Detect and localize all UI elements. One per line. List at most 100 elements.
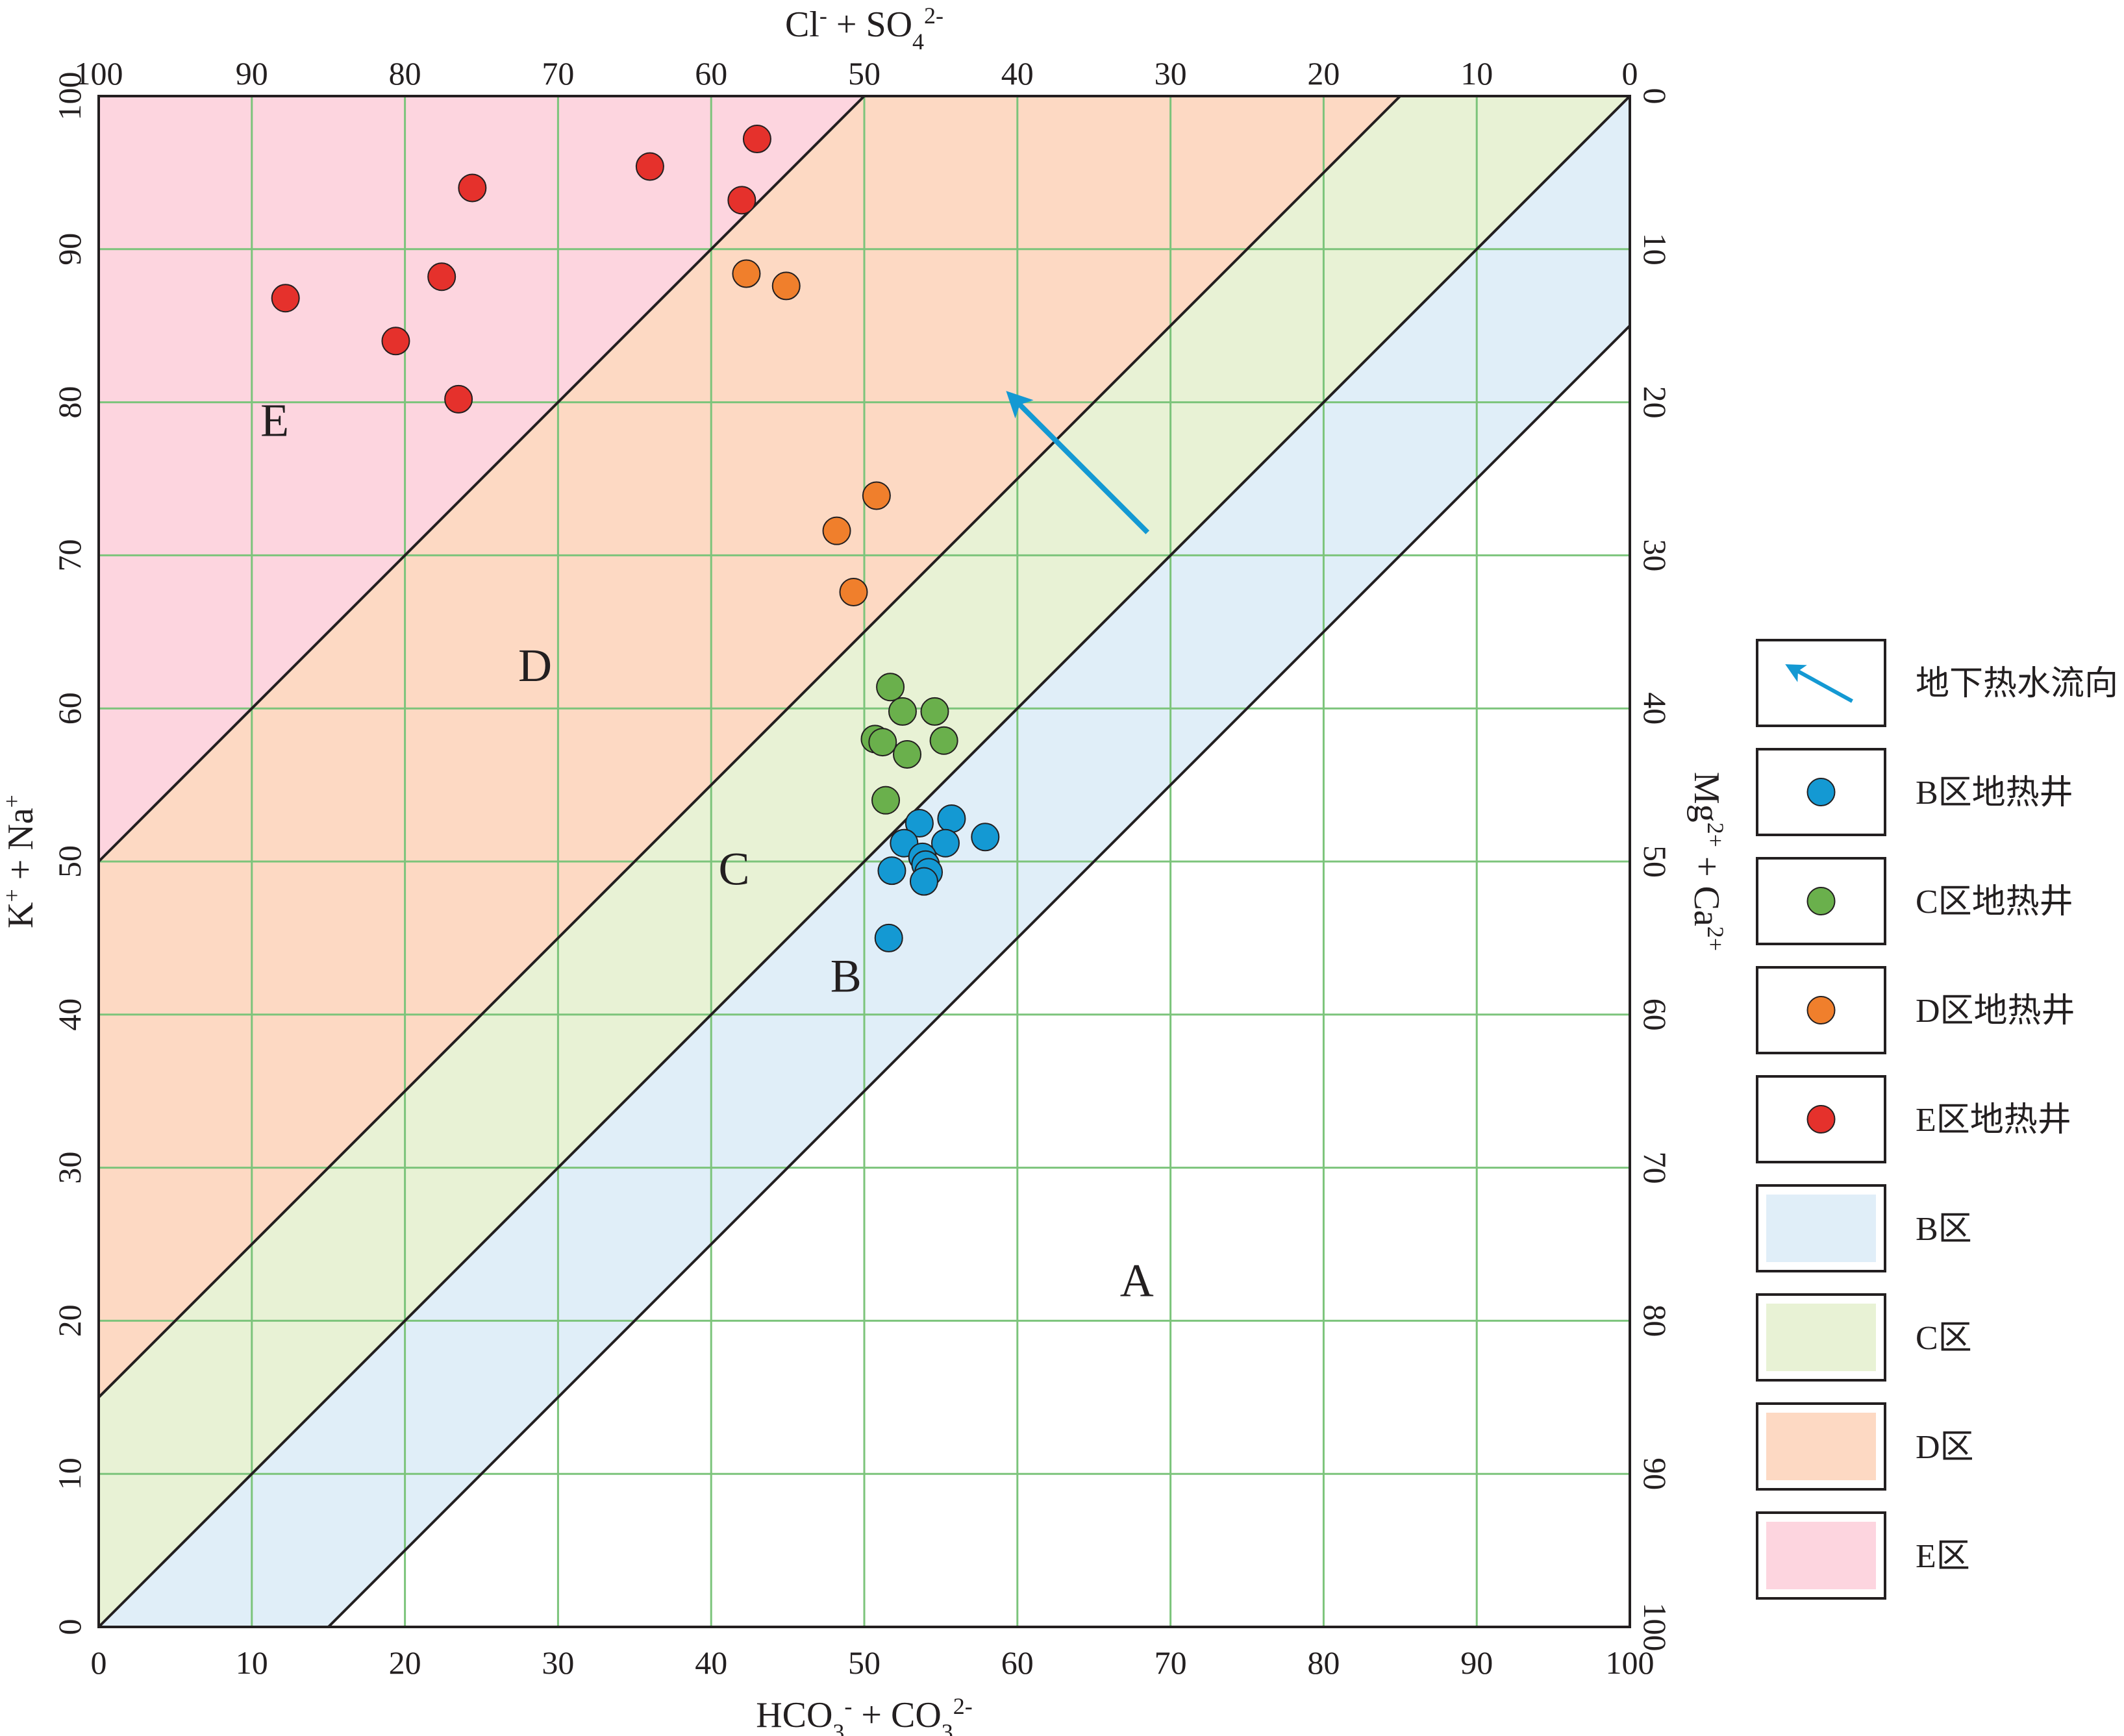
y-tick-label: 40 <box>51 998 88 1031</box>
legend-marker <box>1806 887 1836 915</box>
right-tick-label: 60 <box>1637 998 1673 1031</box>
top-tick-label: 50 <box>848 55 881 92</box>
y-tick-label: 20 <box>51 1304 88 1337</box>
legend-label: D区 <box>1916 1429 1974 1466</box>
data-point-series-0 <box>635 152 664 181</box>
zone-boundary-line <box>97 95 1401 1398</box>
data-point-series-2 <box>871 786 901 815</box>
zone-boundary-line <box>327 325 1631 1628</box>
y-tick-label: 80 <box>51 386 88 419</box>
data-point-series-0 <box>458 173 487 203</box>
right-tick-label: 30 <box>1637 539 1673 571</box>
zone-boundary-line <box>97 95 866 863</box>
data-point-series-3 <box>931 828 960 858</box>
x-tick-label: 70 <box>1155 1644 1187 1681</box>
data-point-series-2 <box>893 739 922 769</box>
data-point-series-0 <box>271 284 300 313</box>
x-axis-title: HCO3- + CO32- <box>756 1693 973 1736</box>
top-axis-title: Cl- + SO42- <box>785 3 943 55</box>
right-axis-title: Mg2+ + Ca2+ <box>1686 772 1729 951</box>
legend: 地下热水流向 B区地热井 C区地热井 D区地热井 E区地热井 B区 C区 D区 E区 <box>1756 639 2118 1600</box>
data-point-series-2 <box>868 728 897 757</box>
right-tick-label: 50 <box>1637 845 1673 878</box>
legend-marker <box>1806 778 1836 806</box>
right-tick-label: 70 <box>1637 1152 1673 1184</box>
plot-border <box>97 95 1631 1628</box>
legend-label: 地下热水流向 <box>1916 665 2118 702</box>
data-point-series-0 <box>381 327 410 356</box>
data-point-series-0 <box>727 186 756 215</box>
zone-labels: E D C B A <box>260 394 1154 1306</box>
right-tick-label: 20 <box>1637 386 1673 419</box>
legend-item: D区 <box>1756 1402 1974 1491</box>
legend-item: E区地热井 <box>1756 1075 2071 1163</box>
x-tick-label: 0 <box>91 1644 107 1681</box>
legend-label: C区地热井 <box>1916 884 2073 921</box>
top-tick-label: 70 <box>542 55 574 92</box>
top-tick-label: 20 <box>1307 55 1340 92</box>
data-point-series-1 <box>862 481 891 510</box>
zone-boundaries <box>97 95 1631 1628</box>
x-tick-label: 100 <box>1606 1644 1655 1681</box>
legend-item: 地下热水流向 <box>1756 639 2118 727</box>
y-tick-label: 10 <box>51 1457 88 1490</box>
x-tick-label: 20 <box>389 1644 421 1681</box>
right-tick-label: 80 <box>1637 1304 1673 1337</box>
x-tick-label: 40 <box>695 1644 727 1681</box>
x-tick-label: 80 <box>1307 1644 1340 1681</box>
top-tick-label: 30 <box>1155 55 1187 92</box>
legend-marker <box>1806 1105 1836 1134</box>
y-tick-label: 0 <box>51 1619 88 1635</box>
y-tick-label: 60 <box>51 692 88 725</box>
x-tick-label: 50 <box>848 1644 881 1681</box>
legend-label: B区地热井 <box>1916 775 2073 812</box>
data-point-series-2 <box>888 697 917 726</box>
legend-swatch <box>1766 1304 1876 1371</box>
data-point-series-0 <box>427 262 456 291</box>
legend-item: E区 <box>1756 1511 1970 1600</box>
legend-item: B区 <box>1756 1184 1972 1272</box>
data-point-series-2 <box>929 726 958 755</box>
top-tick-label: 60 <box>695 55 727 92</box>
data-points <box>271 125 1000 952</box>
zone-label-a: A <box>1120 1255 1154 1307</box>
x-tick-label: 60 <box>1001 1644 1034 1681</box>
x-tick-label: 90 <box>1460 1644 1493 1681</box>
legend-label: D区地热井 <box>1916 993 2075 1030</box>
legend-label: C区 <box>1916 1320 1972 1357</box>
top-tick-label: 80 <box>389 55 421 92</box>
data-point-series-1 <box>732 259 761 288</box>
data-point-series-3 <box>909 867 938 896</box>
y-tick-label: 50 <box>51 845 88 878</box>
y-tick-label: 30 <box>51 1152 88 1184</box>
data-point-series-0 <box>742 125 771 154</box>
top-tick-label: 90 <box>236 55 268 92</box>
legend-swatch <box>1766 1522 1876 1589</box>
right-tick-label: 0 <box>1637 88 1673 105</box>
axis-titles: HCO3- + CO32- Cl- + SO42- K+ + Na+ Mg2+ + C… <box>0 3 1729 1736</box>
top-tick-label: 100 <box>75 55 123 92</box>
x-tick-label: 30 <box>542 1644 574 1681</box>
flow-direction-arrow <box>1006 391 1150 534</box>
top-tick-label: 0 <box>1622 55 1638 92</box>
data-point-series-3 <box>937 804 966 833</box>
data-point-series-1 <box>822 516 851 545</box>
data-point-series-2 <box>876 673 905 702</box>
legend-label: E区 <box>1916 1538 1970 1575</box>
legend-marker <box>1806 996 1836 1024</box>
data-point-series-0 <box>444 384 473 414</box>
zone-label-b: B <box>831 950 862 1002</box>
y-tick-label: 90 <box>51 233 88 266</box>
right-tick-label: 40 <box>1637 692 1673 725</box>
flow-arrow <box>1006 391 1150 534</box>
legend-label: E区地热井 <box>1916 1102 2071 1139</box>
legend-swatch <box>1766 1195 1876 1262</box>
data-point-series-1 <box>839 577 868 606</box>
zone-boundary-line <box>97 95 1631 1628</box>
right-tick-label: 90 <box>1637 1457 1673 1490</box>
right-tick-label: 10 <box>1637 233 1673 266</box>
top-tick-label: 40 <box>1001 55 1034 92</box>
legend-label: B区 <box>1916 1211 1972 1248</box>
x-tick-label: 10 <box>236 1644 268 1681</box>
